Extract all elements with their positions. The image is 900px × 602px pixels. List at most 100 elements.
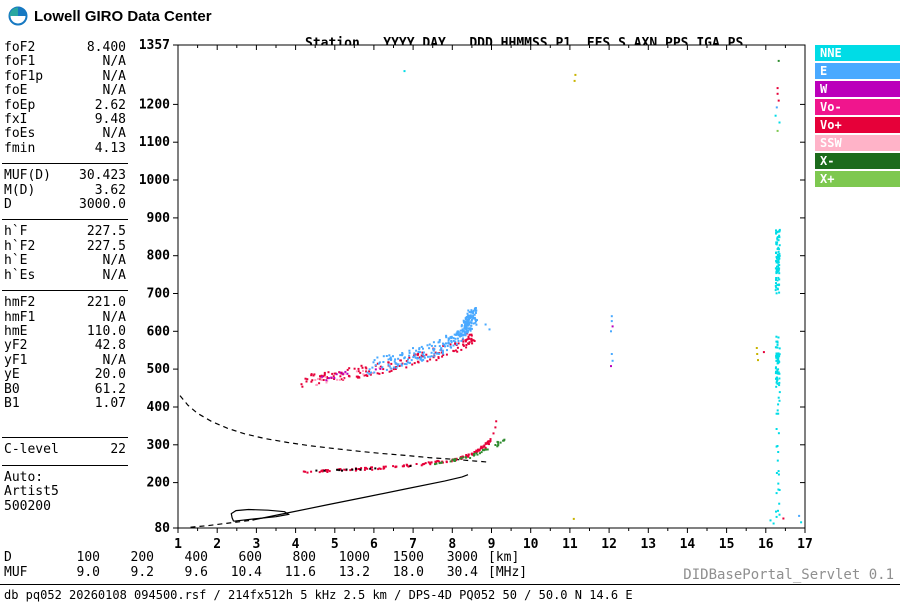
giro-logo-icon <box>8 6 28 26</box>
param-label: C-level <box>4 442 59 458</box>
svg-text:700: 700 <box>147 287 171 302</box>
svg-text:1357: 1357 <box>140 38 170 53</box>
param-value: N/A <box>102 54 126 70</box>
param-value: 1.07 <box>94 395 126 411</box>
param-row-B1: B1 1.07 <box>4 395 126 411</box>
param-value: 22 <box>110 442 126 458</box>
param-row-h`Es: h`Es N/A <box>4 267 126 283</box>
legend-item-W: W <box>815 81 900 97</box>
param-label: foF2 <box>4 40 36 55</box>
parameter-panel: foF2 8.400 foF1 N/A foF1p N/A foE N/A foEp 2.62 fx… <box>2 40 128 514</box>
param-group: foF2 8.400 foF1 N/A foF1p N/A foE N/A foEp 2.62 fx… <box>4 40 126 156</box>
svg-text:5: 5 <box>331 537 339 550</box>
legend-item-NNE: NNE <box>815 45 900 61</box>
param-label: h`F2 <box>4 238 36 254</box>
param-label: fmin <box>4 140 36 156</box>
muf-cell: 10.4 <box>230 564 262 580</box>
muf-cell: 9.6 <box>184 564 208 580</box>
muf-cell: 200 <box>130 550 154 565</box>
param-label: h`Es <box>4 267 36 283</box>
auto-label: Auto: <box>4 469 44 485</box>
auto-version: 500200 <box>4 498 51 514</box>
param-label: h`F <box>4 224 28 240</box>
legend-item-Vo+: Vo+ <box>815 117 900 133</box>
param-row-fxI: fxI 9.48 <box>4 112 126 128</box>
param-row-h`E: h`E N/A <box>4 253 126 269</box>
param-row-yF2: yF2 42.8 <box>4 338 126 353</box>
svg-text:15: 15 <box>719 537 735 550</box>
param-divider <box>2 290 128 292</box>
param-row-foEs: foEs N/A <box>4 127 126 142</box>
param-label: hmE <box>4 323 28 339</box>
param-value: 9.48 <box>94 112 126 128</box>
param-value: N/A <box>102 83 126 99</box>
legend-item-SSW: SSW <box>815 135 900 151</box>
param-row-yF1: yF1 N/A <box>4 352 126 368</box>
param-label: h`E <box>4 253 28 269</box>
param-row-B0: B0 61.2 <box>4 381 126 397</box>
param-group: MUF(D) 30.423 M(D) 3.62 D 3000.0 <box>4 168 126 213</box>
muf-cell: 600 <box>238 550 262 565</box>
svg-text:600: 600 <box>147 324 171 339</box>
param-row-foF1: foF1 N/A <box>4 54 126 70</box>
svg-text:16: 16 <box>758 537 774 550</box>
param-value: 30.423 <box>79 168 126 184</box>
ionogram-plot: 1 2 3 4 5 6 7 8 9 10 11 12 13 14 15 16 17 80 200 300 400 500 6… <box>139 38 816 554</box>
svg-text:6: 6 <box>370 537 378 550</box>
param-value: 61.2 <box>94 381 126 397</box>
param-label: foF1p <box>4 68 44 84</box>
svg-text:9: 9 <box>488 537 496 550</box>
auto-software: Artist5 <box>4 484 59 500</box>
legend-item-Vo-: Vo- <box>815 99 900 115</box>
param-value: N/A <box>102 352 126 368</box>
legend-item-X-: X- <box>815 153 900 169</box>
param-label: hmF1 <box>4 309 36 325</box>
param-divider <box>2 163 128 165</box>
muf-cell: 11.6 <box>284 564 316 580</box>
param-value: 3000.0 <box>79 197 126 213</box>
muf-table-row-D: D 100 200 400 600 800 1000 1500 3000 [km] <box>4 550 527 566</box>
muf-cell: 800 <box>292 550 316 565</box>
muf-row-unit: [MHz] <box>488 564 528 580</box>
param-value: N/A <box>102 68 126 84</box>
giro-logo: Lowell GIRO Data Center <box>8 6 212 26</box>
muf-cell: 1500 <box>392 550 424 565</box>
svg-text:8: 8 <box>448 537 456 550</box>
param-label: foE <box>4 83 28 99</box>
muf-row-label: D <box>4 550 12 565</box>
param-row-yE: yE 20.0 <box>4 367 126 382</box>
svg-text:1: 1 <box>174 537 182 550</box>
param-value: N/A <box>102 253 126 269</box>
param-label: foF1 <box>4 54 36 70</box>
logo-text: Lowell GIRO Data Center <box>34 7 212 25</box>
param-groups: foF2 8.400 foF1 N/A foF1p N/A foE N/A foEp 2.62 fx… <box>2 40 128 466</box>
param-label: yF1 <box>4 352 28 368</box>
muf-row-unit: [km] <box>488 550 520 565</box>
param-row-foEp: foEp 2.62 <box>4 97 126 113</box>
param-label: hmF2 <box>4 295 36 311</box>
autoscaling-info: Auto: Artist5 500200 <box>4 469 126 514</box>
muf-cell: 30.4 <box>446 564 478 580</box>
param-row-foF2: foF2 8.400 <box>4 40 126 55</box>
param-divider <box>2 437 128 439</box>
param-row-h`F: h`F 227.5 <box>4 224 126 240</box>
svg-text:10: 10 <box>523 537 539 550</box>
svg-text:4: 4 <box>292 537 300 550</box>
muf-cell: 100 <box>76 550 100 565</box>
param-label: foEp <box>4 97 36 113</box>
param-value: 227.5 <box>86 238 126 254</box>
param-label: D <box>4 197 12 213</box>
muf-cell: 9.2 <box>130 564 154 580</box>
svg-text:800: 800 <box>147 249 171 264</box>
muf-cell: 9.0 <box>76 564 100 580</box>
muf-cell: 1000 <box>338 550 370 565</box>
param-group: hmF2 221.0 hmF1 N/A hmE 110.0 yF2 42.8 yF1 N/A yE 2… <box>4 295 126 411</box>
param-row-fmin: fmin 4.13 <box>4 140 126 156</box>
param-row-h`F2: h`F2 227.5 <box>4 238 126 254</box>
svg-text:400: 400 <box>147 400 171 415</box>
svg-text:1100: 1100 <box>140 135 170 150</box>
muf-cell: 400 <box>184 550 208 565</box>
param-label: B0 <box>4 381 20 397</box>
ionogram-canvas: 1 2 3 4 5 6 7 8 9 10 11 12 13 14 15 16 17802003004005006… <box>139 38 813 552</box>
muf-table-row-MUF: MUF 9.0 9.2 9.6 10.4 11.6 13.2 18.0 30.4 [MHz] <box>4 564 528 581</box>
